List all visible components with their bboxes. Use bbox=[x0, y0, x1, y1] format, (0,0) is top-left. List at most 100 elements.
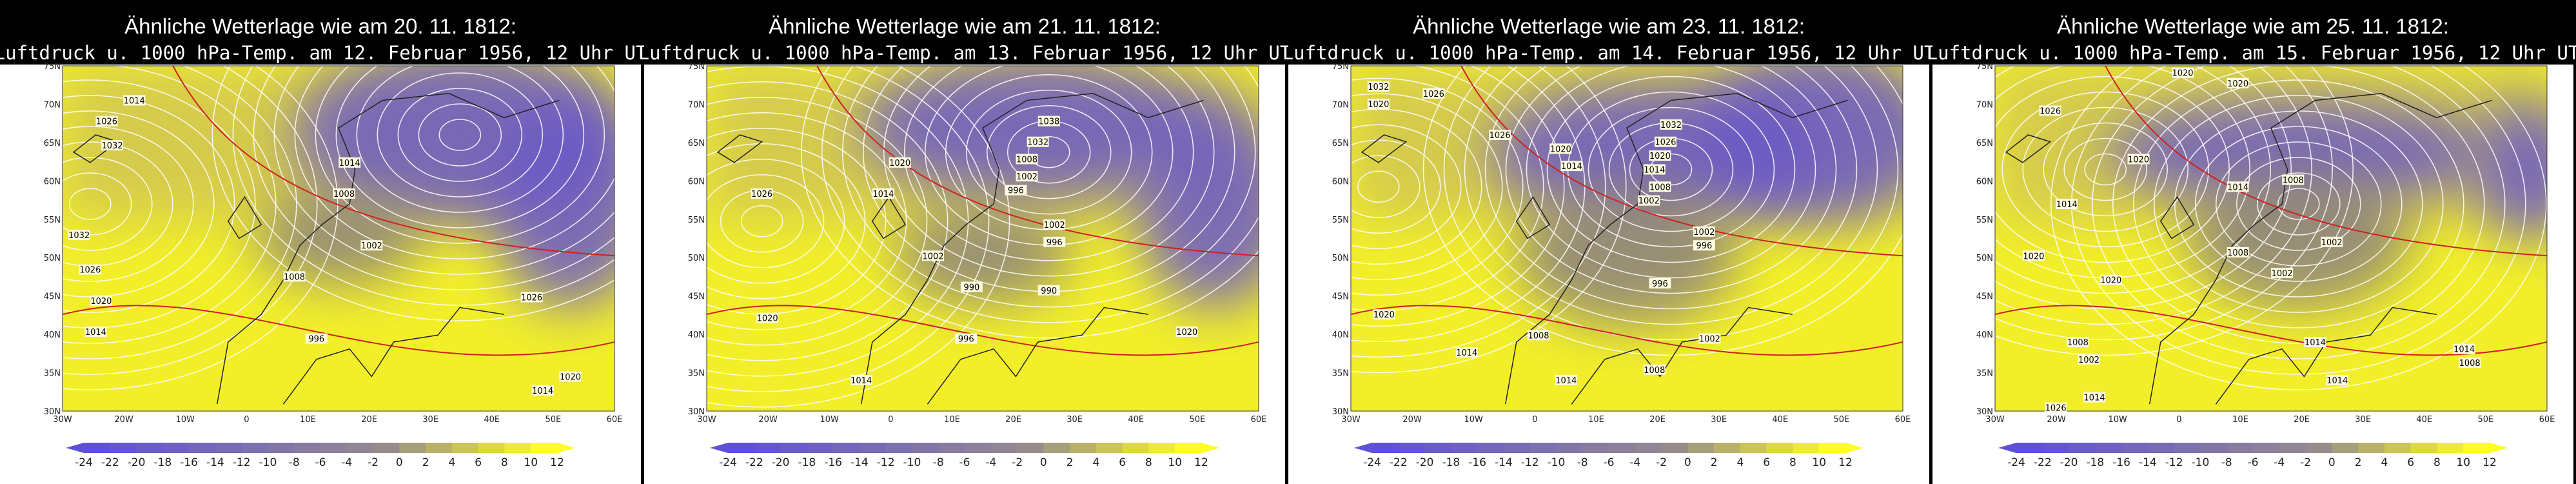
isobar bbox=[1995, 66, 2354, 356]
isobar-label-box bbox=[2453, 343, 2475, 354]
longitude-label: 40E bbox=[1772, 415, 1788, 425]
colorbar-label: -12 bbox=[877, 456, 895, 469]
isobar-label: 1020 bbox=[2227, 79, 2248, 89]
isobar-label: 1008 bbox=[1644, 366, 1665, 376]
colorbar-segment bbox=[1451, 443, 1478, 453]
isobar-label: 1026 bbox=[79, 266, 101, 276]
isobar-label-box bbox=[360, 240, 383, 251]
isobar-label: 1014 bbox=[1456, 348, 1477, 358]
colorbar-end bbox=[1354, 443, 1372, 453]
colorbar-label: -2 bbox=[2300, 456, 2311, 469]
isobar-label: 1026 bbox=[1423, 90, 1444, 99]
colorbar-end bbox=[66, 443, 84, 453]
colorbar-segment bbox=[2042, 443, 2070, 453]
map bbox=[707, 66, 1259, 411]
isobar bbox=[1464, 66, 1878, 325]
latitude-label: 75N bbox=[688, 62, 705, 72]
colorbar-segment bbox=[912, 443, 939, 453]
isobar-label: 1014 bbox=[2326, 376, 2348, 386]
isobar-label: 1014 bbox=[872, 190, 894, 199]
colorbar-label: -24 bbox=[2007, 456, 2025, 469]
isobar-label: 990 bbox=[1041, 287, 1057, 296]
cold-air-region bbox=[861, 66, 1215, 197]
colorbar-label: -20 bbox=[772, 456, 790, 469]
colorbar-label: 6 bbox=[1763, 456, 1770, 469]
isobar-label: 1002 bbox=[922, 252, 943, 261]
colorbar-label: -24 bbox=[1363, 456, 1381, 469]
isobar-label: 1026 bbox=[96, 117, 117, 127]
isobar-label-box bbox=[1373, 309, 1395, 320]
isobar-label: 1008 bbox=[1528, 331, 1549, 341]
colorbar-segment bbox=[426, 443, 453, 453]
colorbar-segment bbox=[1148, 443, 1175, 453]
isobar bbox=[335, 66, 585, 228]
isobar-label: 1002 bbox=[1044, 221, 1065, 230]
isobar-label: 1020 bbox=[2100, 276, 2121, 286]
title-band bbox=[0, 0, 641, 65]
colorbar-segment bbox=[2016, 443, 2043, 453]
isobar bbox=[986, 105, 1112, 199]
isobar-label-box bbox=[921, 250, 944, 261]
colorbar-label: -18 bbox=[1442, 456, 1460, 469]
colorbar-label: -14 bbox=[1495, 456, 1513, 469]
isobar-label-box bbox=[90, 295, 112, 306]
colorbar-label: -6 bbox=[959, 456, 970, 469]
isobar-label: 1026 bbox=[521, 293, 542, 303]
isobar-label-box bbox=[2321, 236, 2343, 247]
longitude-label: 30E bbox=[1711, 415, 1727, 425]
isobar-label-box bbox=[1005, 185, 1027, 196]
colorbar-label: -22 bbox=[2034, 456, 2052, 469]
isobar-label-box bbox=[1043, 219, 1066, 230]
longitude-label: 20W bbox=[2047, 415, 2066, 425]
isobar-label: 1014 bbox=[2056, 200, 2078, 210]
isobar-label-box bbox=[2271, 268, 2294, 278]
isobar bbox=[397, 88, 523, 182]
isobar-label-box bbox=[1027, 136, 1049, 147]
isotherm bbox=[1460, 66, 1903, 257]
colorbar-segment bbox=[965, 443, 992, 453]
colorbar-segment bbox=[1398, 443, 1426, 453]
longitude-label: 10E bbox=[2232, 415, 2248, 425]
colorbar-segment bbox=[1556, 443, 1583, 453]
isobar bbox=[1995, 76, 2230, 263]
longitude-label: 10E bbox=[1588, 415, 1604, 425]
colorbar-label: -14 bbox=[2139, 456, 2157, 469]
isobar-label-box bbox=[1422, 88, 1445, 99]
isobar-label: 1032 bbox=[68, 231, 90, 241]
isobar-label-box bbox=[531, 385, 554, 396]
colorbar-label: 10 bbox=[1168, 456, 1182, 469]
latitude-label: 70N bbox=[1976, 100, 1993, 110]
isobar bbox=[1995, 66, 2292, 310]
colorbar-segment bbox=[346, 443, 374, 453]
isobar bbox=[707, 174, 825, 268]
colorbar-label: -18 bbox=[153, 456, 172, 469]
isobar-label: 1020 bbox=[1368, 100, 1389, 110]
colorbar-segment bbox=[1070, 443, 1097, 453]
colorbar-label: 2 bbox=[422, 456, 429, 469]
colorbar-label: 0 bbox=[2328, 456, 2335, 469]
isobar-label-box bbox=[2459, 358, 2481, 368]
colorbar-segment bbox=[2358, 443, 2385, 453]
colorbar-label: 8 bbox=[1145, 456, 1152, 469]
latitude-label: 35N bbox=[1976, 369, 1993, 379]
isobar-label: 1020 bbox=[1373, 310, 1395, 320]
colorbar-segment bbox=[2332, 443, 2359, 453]
longitude-label: 50E bbox=[1190, 415, 1206, 425]
colorbar-label: -22 bbox=[101, 456, 119, 469]
isobar-label: 1008 bbox=[2227, 248, 2248, 258]
colorbar-segment bbox=[531, 443, 558, 453]
longitude-label: 30W bbox=[697, 415, 716, 425]
isobar bbox=[965, 89, 1132, 215]
isobar bbox=[253, 66, 615, 290]
isobar bbox=[2050, 66, 2547, 390]
isobar-label-box bbox=[2099, 274, 2122, 285]
colorbar-segment bbox=[1687, 443, 1715, 453]
title-band bbox=[1288, 0, 1929, 65]
longitude-label: 30E bbox=[2355, 415, 2371, 425]
colorbar-segment bbox=[268, 443, 295, 453]
isobar bbox=[1995, 66, 2312, 325]
latitude-label: 70N bbox=[1332, 100, 1349, 110]
isobar-label: 1020 bbox=[1649, 152, 1671, 161]
isobar-label: 996 bbox=[1652, 279, 1668, 289]
isobar-label-box bbox=[84, 326, 107, 337]
